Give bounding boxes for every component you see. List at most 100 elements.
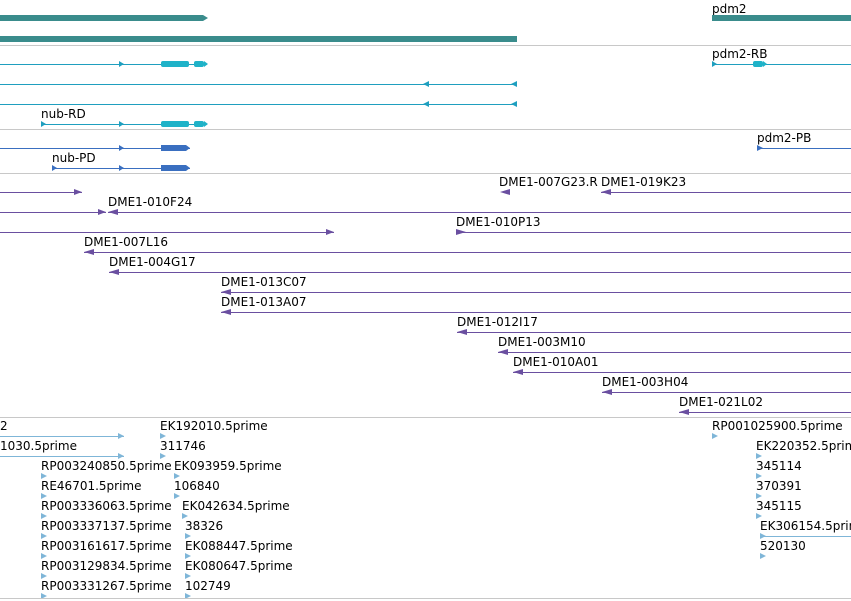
est-label[interactable]: EK080647.5prime bbox=[185, 559, 293, 573]
clone-label-dme1-003m10[interactable]: DME1-003M10 bbox=[498, 335, 586, 349]
gene-bar[interactable] bbox=[0, 15, 203, 21]
est-label[interactable]: 311746 bbox=[160, 439, 206, 453]
transcript-label-nub-rd[interactable]: nub-RD bbox=[41, 107, 86, 121]
est-line[interactable] bbox=[0, 456, 124, 457]
clone-line[interactable] bbox=[84, 252, 851, 253]
protein-intron-line bbox=[757, 148, 851, 149]
clone-label-dme1-013c07[interactable]: DME1-013C07 bbox=[221, 275, 307, 289]
clone-label-dme1-003h04[interactable]: DME1-003H04 bbox=[602, 375, 689, 389]
est-label[interactable]: 102749 bbox=[185, 579, 231, 593]
clone-line[interactable] bbox=[108, 212, 851, 213]
clone-label-dme1-019k23[interactable]: DME1-019K23 bbox=[601, 175, 687, 189]
clone-line[interactable] bbox=[456, 232, 851, 233]
strand-arrow bbox=[763, 61, 767, 67]
est-label[interactable]: 370391 bbox=[756, 479, 802, 493]
transcript-intron-line bbox=[712, 64, 851, 65]
est-arrow bbox=[41, 533, 47, 539]
clone-label-dme1-021l02[interactable]: DME1-021L02 bbox=[679, 395, 763, 409]
est-line[interactable] bbox=[0, 436, 124, 437]
est-arrow bbox=[41, 493, 47, 499]
protein-exon[interactable] bbox=[161, 145, 186, 151]
gene-bar-pdm2[interactable] bbox=[712, 15, 851, 21]
est-arrow bbox=[118, 453, 124, 459]
est-arrow bbox=[182, 513, 188, 519]
clone-line[interactable] bbox=[0, 212, 106, 213]
clone-line[interactable] bbox=[498, 352, 851, 353]
clone-label-dme1-010f24[interactable]: DME1-010F24 bbox=[108, 195, 193, 209]
est-label[interactable]: 345114 bbox=[756, 459, 802, 473]
est-arrow bbox=[41, 553, 47, 559]
transcript-label-pdm2-rb[interactable]: pdm2-RB bbox=[712, 47, 768, 61]
transcript-exon[interactable] bbox=[161, 121, 189, 127]
clone-line[interactable] bbox=[457, 332, 851, 333]
est-label[interactable]: RP003161617.5prime bbox=[41, 539, 172, 553]
gene-bar-arrow bbox=[203, 15, 208, 21]
est-label[interactable]: RP003331267.5prime bbox=[41, 579, 172, 593]
strand-arrow bbox=[186, 145, 190, 151]
clone-line[interactable] bbox=[679, 412, 851, 413]
clone-line[interactable] bbox=[109, 272, 851, 273]
est-arrow bbox=[712, 433, 718, 439]
est-arrow bbox=[185, 553, 191, 559]
clone-label-dme1-007l16[interactable]: DME1-007L16 bbox=[84, 235, 168, 249]
est-label[interactable]: RP001025900.5prime bbox=[712, 419, 843, 433]
est-label[interactable]: EK093959.5prime bbox=[174, 459, 282, 473]
track-separator bbox=[0, 129, 851, 130]
transcript-exon[interactable] bbox=[194, 61, 204, 67]
est-label[interactable]: 345115 bbox=[756, 499, 802, 513]
clone-label-dme1-012i17[interactable]: DME1-012I17 bbox=[457, 315, 538, 329]
clone-label-dme1-013a07[interactable]: DME1-013A07 bbox=[221, 295, 307, 309]
clone-line[interactable] bbox=[513, 372, 851, 373]
est-arrow bbox=[41, 473, 47, 479]
est-arrow bbox=[160, 453, 166, 459]
transcript-exon[interactable] bbox=[161, 61, 189, 67]
est-label[interactable]: EK042634.5prime bbox=[182, 499, 290, 513]
clone-label-dme1-004g17[interactable]: DME1-004G17 bbox=[109, 255, 196, 269]
est-arrow bbox=[756, 513, 762, 519]
clone-line[interactable] bbox=[0, 232, 334, 233]
clone-end-arrow bbox=[326, 229, 334, 235]
est-label[interactable]: EK306154.5prime bbox=[760, 519, 851, 533]
gene-bar[interactable] bbox=[0, 36, 517, 42]
est-label[interactable]: RE46701.5prime bbox=[41, 479, 142, 493]
est-label[interactable]: 2 bbox=[0, 419, 8, 433]
clone-label-dme1-010a01[interactable]: DME1-010A01 bbox=[513, 355, 599, 369]
est-label[interactable]: EK192010.5prime bbox=[160, 419, 268, 433]
clone-line[interactable] bbox=[602, 392, 851, 393]
clone-label-dme1-010p13[interactable]: DME1-010P13 bbox=[456, 215, 541, 229]
clone-line[interactable] bbox=[221, 292, 851, 293]
clone-end-arrow bbox=[457, 329, 467, 335]
est-label[interactable]: EK220352.5prime bbox=[756, 439, 851, 453]
est-label[interactable]: RP003337137.5prime bbox=[41, 519, 172, 533]
track-separator bbox=[0, 598, 851, 599]
est-arrow bbox=[118, 433, 124, 439]
clone-end-arrow bbox=[84, 249, 94, 255]
est-label[interactable]: EK088447.5prime bbox=[185, 539, 293, 553]
clone-label-dme1-007g23[interactable]: DME1-007G23.R bbox=[499, 175, 598, 189]
gene-label-pdm2[interactable]: pdm2 bbox=[712, 2, 747, 16]
est-line[interactable] bbox=[760, 536, 851, 537]
transcript-exon[interactable] bbox=[753, 61, 763, 67]
clone-end-arrow bbox=[109, 269, 119, 275]
est-label[interactable]: RP003336063.5prime bbox=[41, 499, 172, 513]
est-label[interactable]: 1030.5prime bbox=[0, 439, 77, 453]
est-label[interactable]: 106840 bbox=[174, 479, 220, 493]
strand-arrow bbox=[511, 81, 517, 87]
est-label[interactable]: 38326 bbox=[185, 519, 224, 533]
clone-line[interactable] bbox=[221, 312, 851, 313]
est-arrow bbox=[756, 453, 762, 459]
est-label[interactable]: RP003129834.5prime bbox=[41, 559, 172, 573]
transcript-exon[interactable] bbox=[194, 121, 204, 127]
est-label[interactable]: 520130 bbox=[760, 539, 806, 553]
clone-line[interactable] bbox=[0, 192, 82, 193]
clone-end-arrow bbox=[221, 309, 231, 315]
clone-line[interactable] bbox=[601, 192, 851, 193]
clone-end-arrow bbox=[602, 389, 612, 395]
protein-exon[interactable] bbox=[161, 165, 186, 171]
protein-label-pdm2-pb[interactable]: pdm2-PB bbox=[757, 131, 812, 145]
clone-end-arrow bbox=[74, 189, 82, 195]
clone-end-arrow bbox=[679, 409, 689, 415]
est-label[interactable]: RP003240850.5prime bbox=[41, 459, 172, 473]
protein-label-nub-pd[interactable]: nub-PD bbox=[52, 151, 96, 165]
est-arrow bbox=[41, 573, 47, 579]
